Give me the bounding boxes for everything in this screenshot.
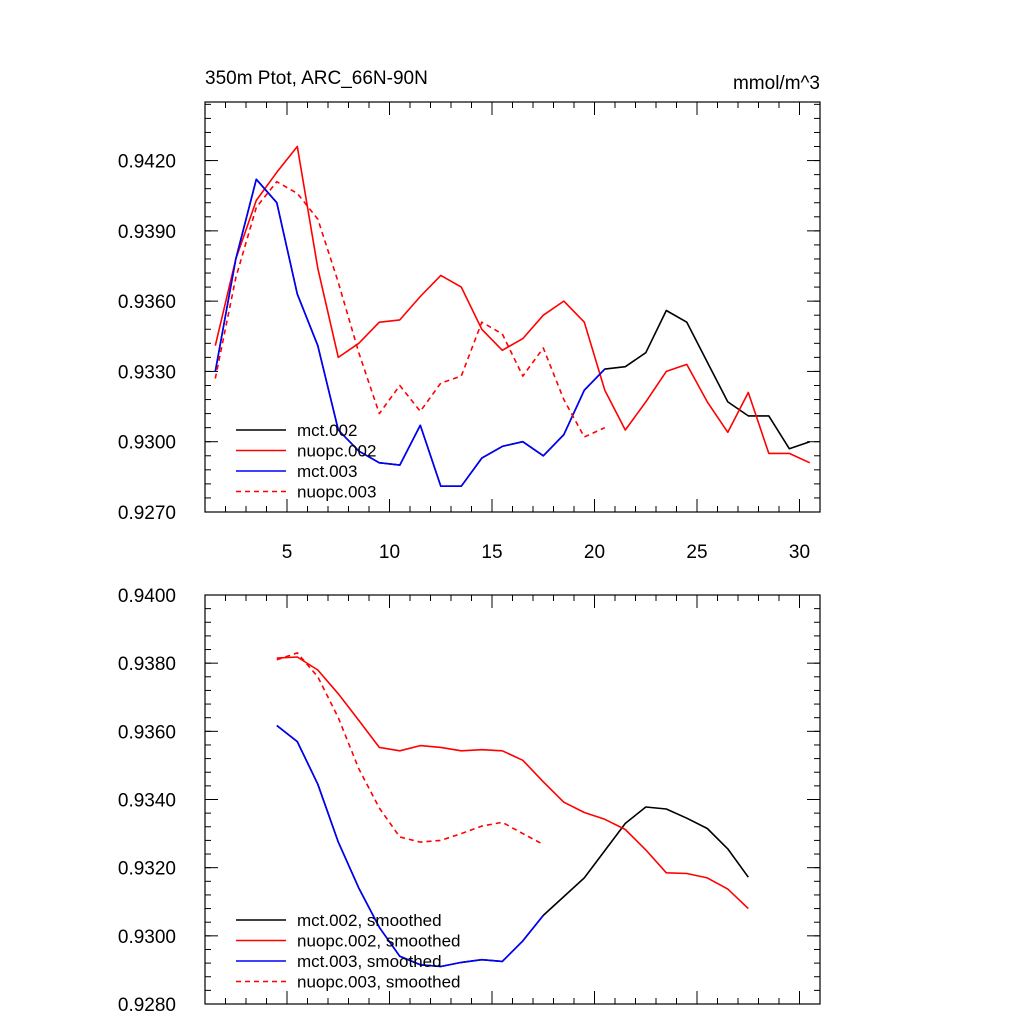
chart-title: 350m Ptot, ARC_66N-90N xyxy=(205,68,428,89)
x-tick-label: 5 xyxy=(282,542,293,563)
x-tick-label: 20 xyxy=(584,542,605,563)
series-line-mct-002-smoothed xyxy=(276,724,749,968)
y-tick-label: 0.9340 xyxy=(118,791,176,812)
x-tick-label: 25 xyxy=(686,542,707,563)
series-line-mct-003-smoothed xyxy=(276,724,544,968)
x-tick-label: 15 xyxy=(481,542,502,563)
y-tick-label: 0.9390 xyxy=(118,222,176,243)
series-line-mct-003 xyxy=(214,178,606,488)
x-tick-label: 30 xyxy=(789,542,810,563)
legend-label: mct.002, smoothed xyxy=(297,911,442,930)
y-tick-label: 0.9320 xyxy=(118,859,176,880)
y-tick-label: 0.9360 xyxy=(118,292,176,313)
units-label: mmol/m^3 xyxy=(733,73,820,94)
legend-label: nuopc.003, smoothed xyxy=(297,973,461,992)
series-line-nuopc-002-smoothed xyxy=(276,656,749,910)
legend-label: nuopc.003 xyxy=(297,483,376,502)
series-line-mct-002 xyxy=(214,178,811,488)
y-tick-label: 0.9400 xyxy=(118,586,176,607)
y-tick-label: 0.9300 xyxy=(118,927,176,948)
x-tick-label: 10 xyxy=(379,542,400,563)
y-tick-label: 0.9360 xyxy=(118,722,176,743)
legend-label: mct.003, smoothed xyxy=(297,952,442,971)
y-tick-label: 0.9300 xyxy=(118,433,176,454)
series-line-nuopc-003 xyxy=(214,180,606,438)
y-tick-label: 0.9270 xyxy=(118,503,176,524)
series-line-nuopc-002 xyxy=(214,145,811,464)
top-panel: 0.9270 0.9300 0.9330 0.9360 0.9390 0.9420 5 10 1… xyxy=(118,68,821,563)
legend-label: nuopc.002, smoothed xyxy=(297,932,461,951)
legend-label: nuopc.002 xyxy=(297,442,376,461)
legend-label: mct.003 xyxy=(297,462,357,481)
y-tick-label: 0.9330 xyxy=(118,362,176,383)
y-tick-label: 0.9420 xyxy=(118,152,176,173)
y-tick-label: 0.9380 xyxy=(118,654,176,675)
series-line-nuopc-003-smoothed xyxy=(276,652,544,846)
legend-label: mct.002 xyxy=(297,421,357,440)
bottom-panel: 0.9280 0.9300 0.9320 0.9340 0.9360 0.9380 0.94… xyxy=(118,586,821,1016)
y-tick-label: 0.9280 xyxy=(118,995,176,1016)
